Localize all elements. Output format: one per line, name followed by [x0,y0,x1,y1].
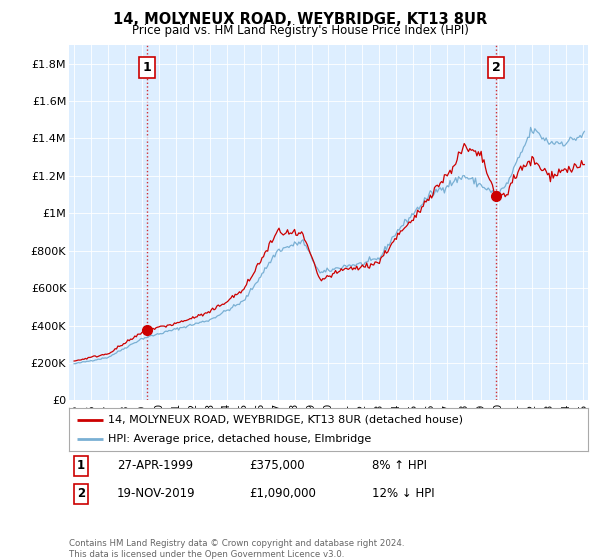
Text: 2: 2 [77,487,85,501]
Text: 14, MOLYNEUX ROAD, WEYBRIDGE, KT13 8UR (detached house): 14, MOLYNEUX ROAD, WEYBRIDGE, KT13 8UR (… [108,415,463,424]
Text: 27-APR-1999: 27-APR-1999 [117,459,193,473]
Text: 1: 1 [77,459,85,473]
Text: 12% ↓ HPI: 12% ↓ HPI [372,487,434,501]
Text: HPI: Average price, detached house, Elmbridge: HPI: Average price, detached house, Elmb… [108,435,371,444]
Text: 2: 2 [492,60,500,74]
Text: £375,000: £375,000 [249,459,305,473]
Text: 8% ↑ HPI: 8% ↑ HPI [372,459,427,473]
Text: 19-NOV-2019: 19-NOV-2019 [117,487,196,501]
Text: 14, MOLYNEUX ROAD, WEYBRIDGE, KT13 8UR: 14, MOLYNEUX ROAD, WEYBRIDGE, KT13 8UR [113,12,487,27]
Text: 1: 1 [143,60,151,74]
Text: Price paid vs. HM Land Registry's House Price Index (HPI): Price paid vs. HM Land Registry's House … [131,24,469,36]
Text: £1,090,000: £1,090,000 [249,487,316,501]
Text: Contains HM Land Registry data © Crown copyright and database right 2024.
This d: Contains HM Land Registry data © Crown c… [69,539,404,559]
